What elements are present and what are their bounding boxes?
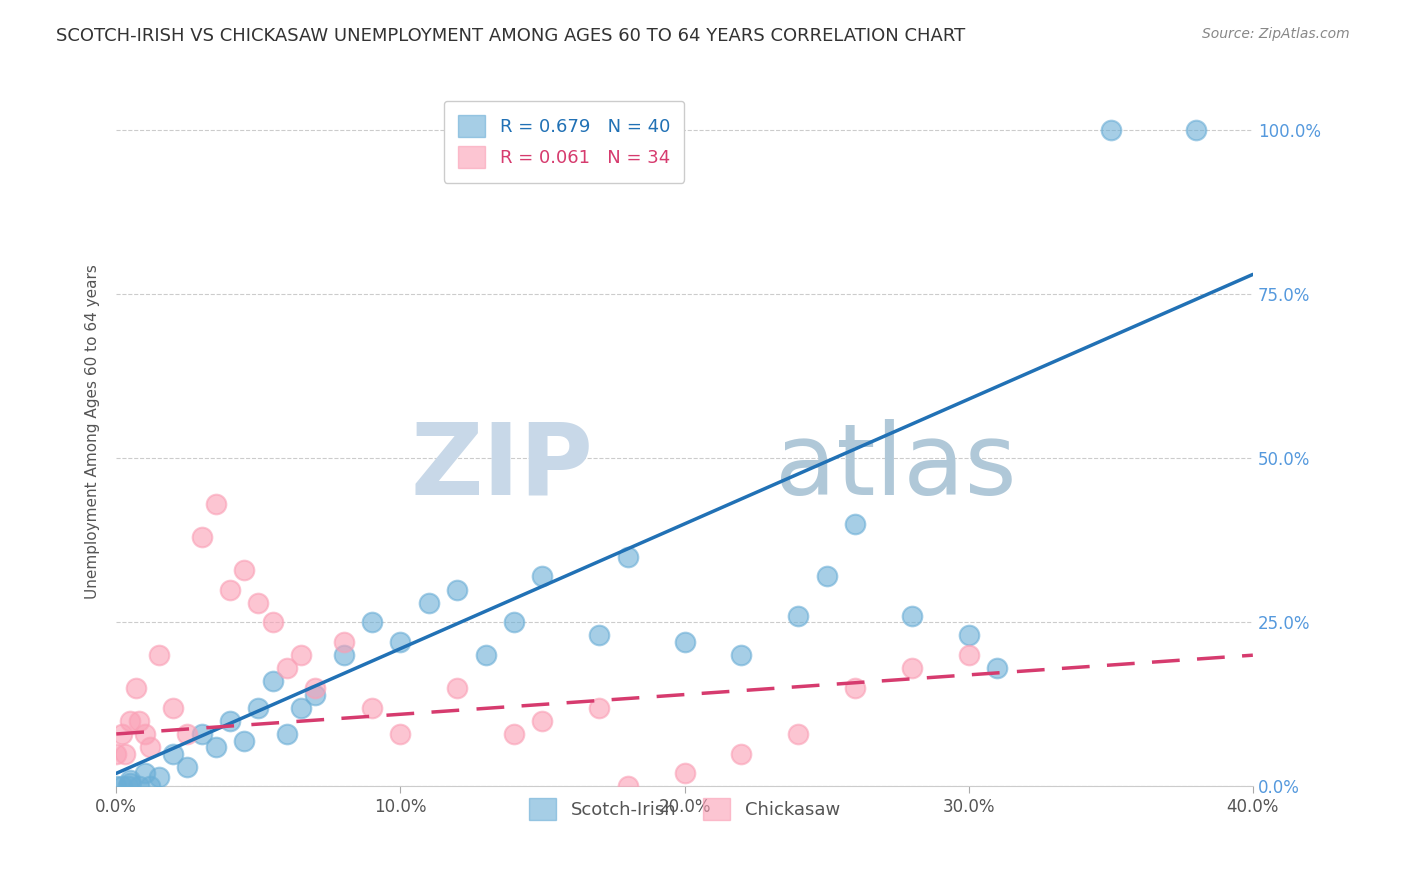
Point <box>531 569 554 583</box>
Legend: Scotch-Irish, Chickasaw: Scotch-Irish, Chickasaw <box>515 783 855 834</box>
Point <box>114 747 136 761</box>
Point <box>162 700 184 714</box>
Point <box>290 700 312 714</box>
Point <box>389 727 412 741</box>
Point <box>176 760 198 774</box>
Point <box>190 530 212 544</box>
Point <box>787 727 810 741</box>
Point <box>128 780 150 794</box>
Point <box>503 727 526 741</box>
Text: SCOTCH-IRISH VS CHICKASAW UNEMPLOYMENT AMONG AGES 60 TO 64 YEARS CORRELATION CHA: SCOTCH-IRISH VS CHICKASAW UNEMPLOYMENT A… <box>56 27 966 45</box>
Point <box>446 582 468 597</box>
Point <box>986 661 1008 675</box>
Point <box>616 549 638 564</box>
Point <box>262 615 284 630</box>
Point <box>957 628 980 642</box>
Point <box>290 648 312 663</box>
Point <box>361 700 384 714</box>
Point <box>418 596 440 610</box>
Point <box>247 700 270 714</box>
Point <box>134 766 156 780</box>
Point <box>304 688 326 702</box>
Text: atlas: atlas <box>776 419 1017 516</box>
Point <box>673 635 696 649</box>
Point <box>111 780 134 794</box>
Point <box>361 615 384 630</box>
Point <box>190 727 212 741</box>
Point <box>120 776 142 790</box>
Point <box>233 563 256 577</box>
Point <box>588 628 610 642</box>
Point <box>117 780 139 794</box>
Point <box>531 714 554 728</box>
Point <box>1185 123 1208 137</box>
Point <box>204 740 226 755</box>
Point <box>787 608 810 623</box>
Point <box>588 700 610 714</box>
Point <box>105 780 128 794</box>
Text: ZIP: ZIP <box>411 419 593 516</box>
Point <box>730 648 752 663</box>
Point <box>125 681 148 695</box>
Point <box>120 772 142 787</box>
Point <box>105 747 128 761</box>
Point <box>446 681 468 695</box>
Point <box>844 681 866 695</box>
Point <box>304 681 326 695</box>
Point <box>901 661 924 675</box>
Point <box>128 714 150 728</box>
Point <box>233 733 256 747</box>
Point <box>276 727 298 741</box>
Point <box>957 648 980 663</box>
Text: Source: ZipAtlas.com: Source: ZipAtlas.com <box>1202 27 1350 41</box>
Point <box>262 674 284 689</box>
Point <box>120 714 142 728</box>
Point <box>389 635 412 649</box>
Point <box>219 714 242 728</box>
Point <box>474 648 496 663</box>
Point <box>219 582 242 597</box>
Point <box>276 661 298 675</box>
Point <box>247 596 270 610</box>
Point <box>730 747 752 761</box>
Point <box>503 615 526 630</box>
Point <box>1099 123 1122 137</box>
Point <box>162 747 184 761</box>
Point <box>148 648 170 663</box>
Point <box>673 766 696 780</box>
Point <box>844 516 866 531</box>
Point <box>332 648 354 663</box>
Point <box>901 608 924 623</box>
Point <box>815 569 838 583</box>
Point <box>139 780 162 794</box>
Point <box>148 770 170 784</box>
Point <box>139 740 162 755</box>
Point <box>204 497 226 511</box>
Point <box>134 727 156 741</box>
Point <box>176 727 198 741</box>
Point <box>111 727 134 741</box>
Point <box>616 780 638 794</box>
Y-axis label: Unemployment Among Ages 60 to 64 years: Unemployment Among Ages 60 to 64 years <box>86 265 100 599</box>
Point <box>332 635 354 649</box>
